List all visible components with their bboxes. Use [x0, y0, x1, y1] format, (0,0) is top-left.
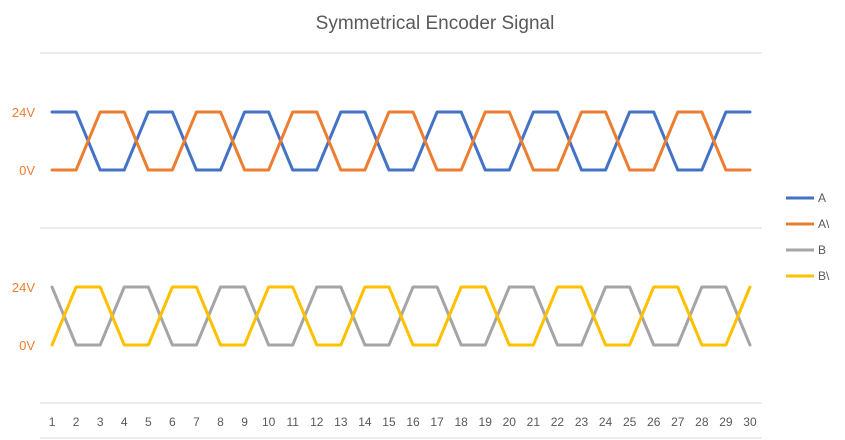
- legend-label: A: [818, 191, 826, 205]
- series-line-a: [50, 110, 752, 172]
- x-tick-label: 6: [169, 415, 176, 429]
- x-tick-label: 25: [623, 415, 637, 429]
- x-tick-label: 19: [479, 415, 493, 429]
- x-tick-label: 18: [454, 415, 468, 429]
- x-tick-label: 22: [551, 415, 565, 429]
- x-tick-label: 4: [121, 415, 128, 429]
- x-tick-label: 17: [430, 415, 444, 429]
- legend: A A\ B B\: [786, 191, 830, 283]
- x-tick-label: 29: [719, 415, 733, 429]
- x-tick-label: 15: [382, 415, 396, 429]
- x-tick-label: 14: [358, 415, 372, 429]
- y-tick-label: 24V: [12, 280, 35, 295]
- x-tick-label: 24: [599, 415, 613, 429]
- series-lines: [50, 110, 752, 347]
- x-tick-label: 30: [743, 415, 757, 429]
- series-line-a-bar: [50, 110, 752, 172]
- x-tick-label: 12: [310, 415, 324, 429]
- chart-title: Symmetrical Encoder Signal: [316, 13, 555, 34]
- y-tick-label: 24V: [12, 105, 35, 120]
- x-tick-label: 1: [49, 415, 56, 429]
- y-tick-label: 0V: [19, 338, 35, 353]
- x-tick-label: 23: [575, 415, 589, 429]
- x-tick-label: 20: [503, 415, 517, 429]
- x-tick-label: 28: [695, 415, 709, 429]
- x-tick-label: 10: [262, 415, 276, 429]
- x-tick-label: 16: [406, 415, 420, 429]
- series-line-b-bar: [50, 285, 752, 347]
- x-tick-label: 7: [193, 415, 200, 429]
- y-axis-labels: 24V 0V 24V 0V: [12, 105, 35, 353]
- y-tick-label: 0V: [19, 163, 35, 178]
- x-axis-ticks: 1 2 3 4 5 6 7 8 9 10 11 12 13 14 15 16 17 18 19 20 21 22 23 24 2…: [49, 415, 757, 429]
- x-tick-label: 9: [241, 415, 248, 429]
- legend-label: B: [818, 243, 826, 257]
- x-tick-label: 26: [647, 415, 661, 429]
- x-tick-label: 27: [671, 415, 685, 429]
- grid-lines: [40, 52, 762, 439]
- legend-label: A\: [818, 217, 830, 231]
- x-tick-label: 3: [97, 415, 104, 429]
- legend-label: B\: [818, 269, 830, 283]
- x-tick-label: 2: [73, 415, 80, 429]
- x-tick-label: 21: [527, 415, 541, 429]
- x-tick-label: 8: [217, 415, 224, 429]
- x-tick-label: 13: [334, 415, 348, 429]
- x-tick-label: 5: [145, 415, 152, 429]
- x-tick-label: 11: [286, 415, 299, 429]
